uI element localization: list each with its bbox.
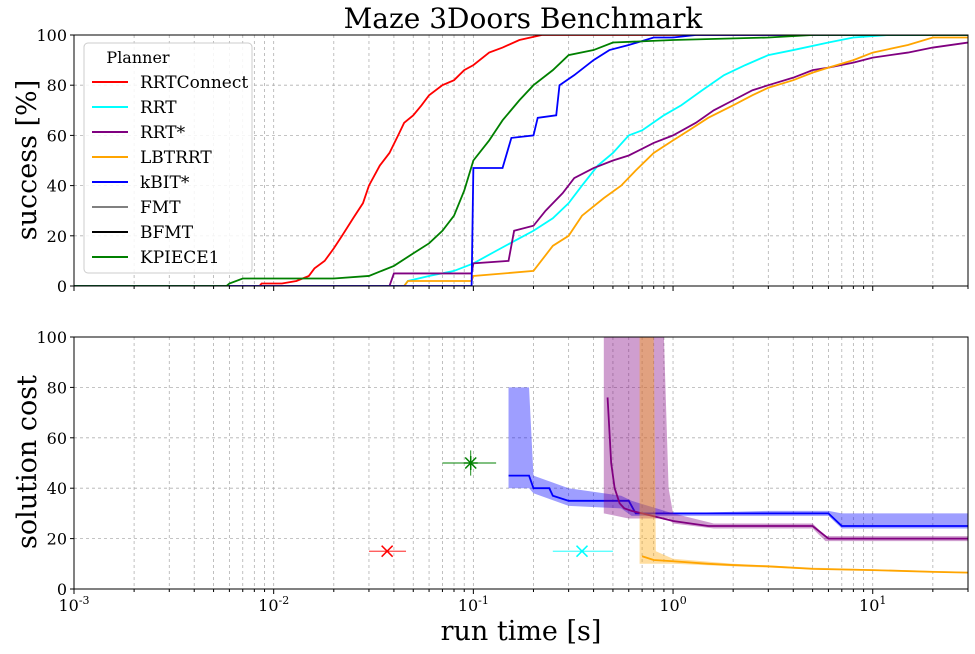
cost-ytick-label: 80 [47, 378, 67, 397]
cost-marker-stroke [575, 545, 589, 558]
success-line-rrt [74, 35, 968, 286]
xtick-base: 10 [659, 596, 679, 615]
cost-axes-frame [73, 336, 969, 590]
success-plot-area [74, 35, 968, 286]
cost-ytick-label: 40 [47, 479, 67, 498]
xtick-base: 10 [58, 596, 78, 615]
cost-marker-rrt [575, 545, 589, 558]
success-ytick-label: 20 [47, 227, 67, 246]
success-ytick-label: 80 [47, 76, 67, 95]
success-axes-frame [73, 34, 969, 287]
xtick-exponent: 0 [680, 594, 687, 607]
xtick-exponent: 1 [879, 594, 886, 607]
xtick-base: 10 [258, 596, 278, 615]
cost-marker-kpiece1 [463, 456, 478, 470]
legend-box [83, 42, 253, 274]
xtick-exponent: -2 [279, 594, 290, 607]
success-ytick-label: 40 [47, 177, 67, 196]
xtick-base: 10 [859, 596, 879, 615]
cost-marker-rrtconnect [381, 545, 394, 558]
xtick-label: 101 [859, 594, 886, 615]
legend-entry-fmt: FMT [140, 198, 181, 218]
cost-marker-stroke [381, 545, 394, 558]
cost-line-lbtrrt [641, 555, 968, 574]
success-line-kpiece1 [74, 35, 968, 286]
success-line-kbit- [74, 35, 968, 286]
x-axis-label: run time [s] [441, 616, 602, 647]
legend-entry-rrt-: RRT* [140, 123, 186, 143]
xtick-label: 10-1 [458, 594, 489, 615]
legend-entry-rrt: RRT [140, 98, 177, 118]
legend-title: Planner [106, 48, 170, 67]
legend-entry-kbit-: kBIT* [140, 173, 190, 193]
legend-entry-kpiece1: KPIECE1 [140, 248, 220, 268]
y-axis-label-success: success [%] [12, 80, 43, 240]
success-panel: 0 20 40 60 80 100 [36, 26, 969, 296]
cost-line-kbit- [508, 474, 968, 527]
cost-line-rrt- [606, 397, 968, 540]
xtick-base: 10 [458, 596, 478, 615]
xtick-exponent: -3 [79, 594, 90, 607]
success-line-lbtrrt [74, 36, 968, 286]
xtick-exponent: -1 [478, 594, 489, 607]
cost-ytick-label: 20 [47, 530, 67, 549]
y-axis-label-cost: solution cost [12, 375, 43, 549]
cost-ytick-label: 0 [57, 580, 67, 599]
success-ytick-label: 0 [57, 277, 67, 296]
xtick-label: 100 [659, 594, 686, 615]
success-ytick-label: 60 [47, 126, 67, 145]
cost-band-rrt- [603, 337, 968, 542]
legend-entry-bfmt: BFMT [140, 223, 194, 243]
legend-entry-rrtconnect: RRTConnect [140, 73, 248, 93]
cost-band-kbit- [508, 387, 968, 529]
legend-entry-lbtrrt: LBTRRT [140, 148, 212, 168]
cost-ytick-label: 60 [47, 429, 67, 448]
chart-title: Maze 3Doors Benchmark [344, 2, 704, 35]
xtick-label: 10-3 [58, 594, 89, 615]
cost-ytick-label: 100 [36, 328, 67, 347]
xtick-label: 10-2 [258, 594, 289, 615]
cost-plot-area [368, 337, 968, 574]
success-ytick-label: 100 [36, 26, 67, 45]
legend: Planner RRTConnect RRT RRT* LBTRRT kBIT* FMT BF… [83, 42, 253, 274]
